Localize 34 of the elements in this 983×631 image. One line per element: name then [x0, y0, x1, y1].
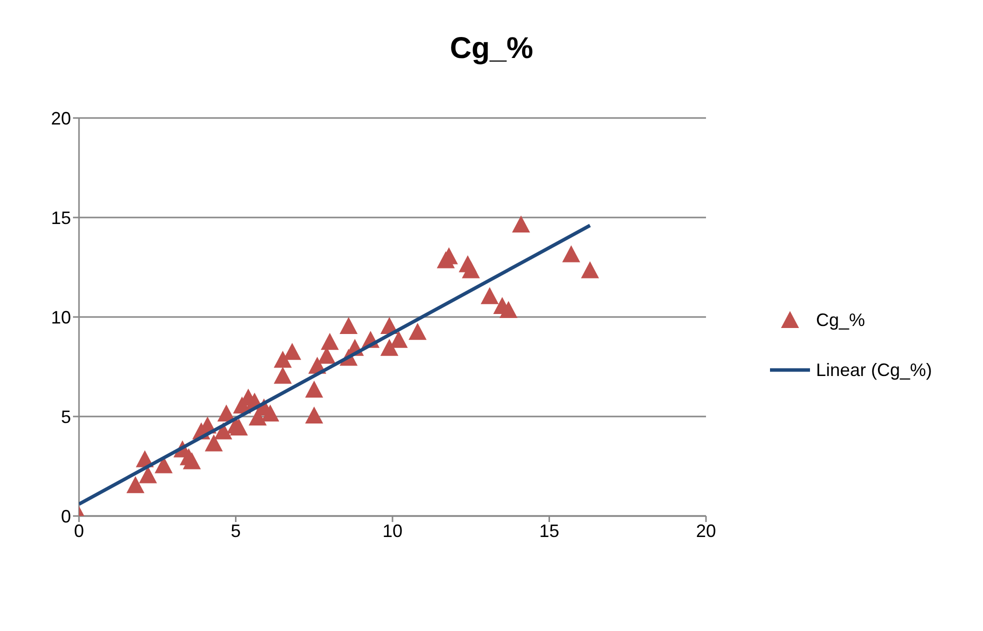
point	[499, 301, 518, 318]
point	[305, 380, 324, 398]
point	[274, 366, 292, 384]
x-tick-label: 0	[74, 520, 84, 541]
point	[305, 406, 324, 424]
point	[274, 350, 292, 368]
point	[380, 338, 398, 356]
chart-title: Cg_%	[448, 32, 534, 66]
x-tick-label: 5	[230, 520, 241, 541]
point	[283, 342, 302, 360]
point	[204, 434, 223, 452]
x-tick-label: 20	[696, 520, 716, 541]
y-tick-label: 20	[50, 108, 71, 128]
y-tick-label: 10	[50, 307, 71, 328]
point	[408, 322, 427, 340]
y-tick-label: 5	[60, 406, 71, 427]
point	[261, 404, 280, 422]
x-tick-label: 10	[382, 520, 403, 541]
point	[512, 215, 530, 232]
point	[340, 316, 358, 334]
point	[230, 418, 248, 436]
point	[562, 245, 580, 262]
point	[138, 466, 157, 484]
point	[480, 287, 499, 304]
legend-label: Linear (Cg_%)	[816, 360, 932, 380]
point	[320, 332, 339, 350]
point	[182, 452, 201, 470]
y-tick-label: 15	[50, 208, 71, 228]
x-tick-label: 15	[539, 520, 560, 541]
point	[126, 476, 144, 494]
legend-label: Cg_%	[816, 310, 866, 330]
y-tick-label: 0	[60, 506, 71, 526]
point	[581, 261, 600, 278]
point	[462, 261, 480, 278]
